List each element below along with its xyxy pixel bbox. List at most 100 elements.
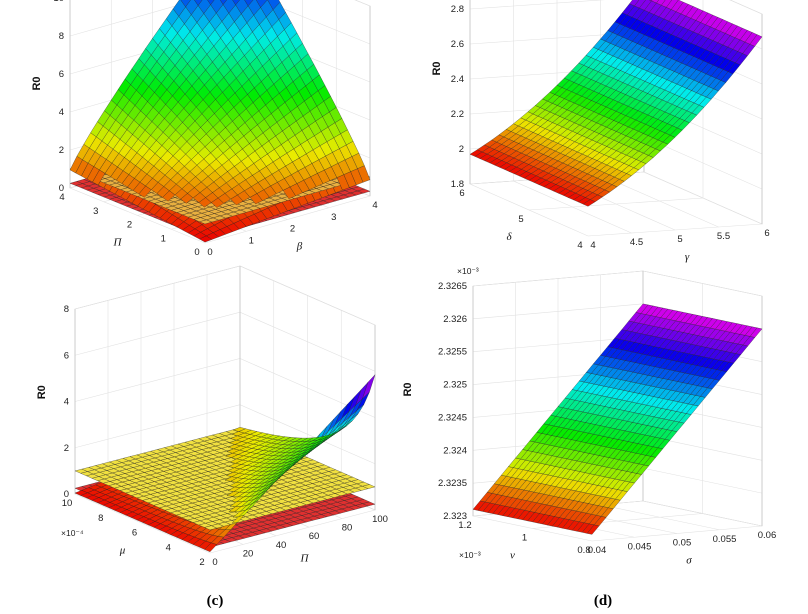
z-axis-label: R0 (36, 385, 48, 399)
x-axis-label: Π (300, 553, 310, 565)
x-tick-label: 0.045 (628, 541, 652, 552)
x-axis-label: β (296, 241, 303, 253)
chart-panel-b: 44.555.564561.822.22.42.62.83γδR0×10⁻³(b… (431, 0, 770, 300)
surface-cell (222, 0, 236, 14)
z-tick-label: 4 (59, 107, 64, 118)
panel-caption: (d) (594, 593, 612, 609)
x-tick-label: 0.04 (588, 545, 607, 556)
z-tick-label: 2 (64, 443, 69, 454)
surface-cell (651, 0, 659, 4)
y-tick-label: 6 (459, 188, 464, 199)
x-tick-label: 0 (212, 557, 217, 568)
surface-cell (197, 0, 211, 14)
z-multiplier: ×10⁻³ (457, 266, 479, 276)
z-axis-label: R0 (402, 382, 414, 396)
surface-cell (247, 0, 261, 16)
z-tick-label: 2.2 (451, 109, 464, 120)
surface-cell (670, 0, 684, 12)
z-tick-label: 6 (59, 69, 64, 80)
x-tick-label: 3 (331, 212, 336, 223)
y-tick-label: 4 (59, 192, 64, 203)
surface-cell (185, 0, 199, 15)
x-tick-label: 0.06 (758, 530, 777, 541)
z-tick-label: 1.8 (451, 179, 464, 190)
z-tick-label: 2.3245 (438, 412, 467, 423)
z-tick-label: 2.3265 (438, 281, 467, 292)
z-tick-label: 2 (59, 145, 64, 156)
y-tick-label: 1.2 (458, 520, 471, 531)
z-tick-label: 2.324 (443, 445, 467, 456)
surface-cell (635, 303, 649, 314)
x-tick-label: 60 (309, 531, 320, 542)
surface-cell (210, 0, 224, 14)
x-tick-label: 5.5 (717, 231, 730, 242)
x-tick-label: 4 (590, 240, 595, 251)
x-tick-label: 2 (290, 224, 295, 235)
surface-cell (634, 0, 646, 9)
surface-cell (220, 0, 227, 5)
surface-cell (649, 0, 653, 2)
y-tick-label: 0 (194, 247, 199, 258)
z-tick-label: 2 (459, 144, 464, 155)
y-tick-label: 4 (166, 542, 171, 553)
z-tick-label: 2.323 (443, 511, 467, 522)
y-tick-label: 5 (518, 214, 523, 225)
panel-caption: (c) (207, 593, 224, 609)
y-tick-label: 2 (199, 557, 204, 568)
surface-cell (656, 0, 666, 6)
x-tick-label: 4 (372, 200, 377, 211)
x-tick-label: 6 (764, 228, 769, 239)
surface-cell (256, 0, 268, 8)
y-multiplier: ×10⁻³ (459, 550, 481, 560)
z-tick-label: 2.3255 (438, 347, 467, 358)
x-tick-label: 0.05 (673, 538, 692, 549)
z-tick-label: 6 (64, 350, 69, 361)
y-tick-label: 1 (161, 233, 166, 244)
surface-cell (207, 0, 215, 5)
z-tick-label: 2.3235 (438, 478, 467, 489)
z-axis-label: R0 (431, 61, 443, 75)
x-tick-label: 100 (372, 514, 388, 525)
chart-panel-d: 0.04 0.045 0.05 0.055 0.060.811.22.3232.3235… (402, 266, 776, 609)
y-tick-label: 4 (577, 240, 582, 251)
surface-cell (639, 0, 652, 11)
z-tick-label: 4 (64, 397, 69, 408)
gridline (69, 0, 371, 45)
z-tick-label: 10 (53, 0, 64, 4)
y-multiplier: ×10⁻⁴ (61, 528, 84, 538)
z-tick-label: 0 (64, 489, 69, 500)
y-axis-label: μ (119, 545, 126, 557)
x-tick-label: 4.5 (630, 237, 643, 248)
z-tick-label: 8 (59, 31, 64, 42)
z-tick-label: 8 (64, 304, 69, 315)
y-tick-label: 8 (98, 513, 103, 524)
x-tick-label: 5 (677, 234, 682, 245)
surface-cell (666, 0, 679, 10)
surface-cell (267, 0, 281, 10)
x-tick-label: 20 (243, 548, 254, 559)
y-tick-label: 3 (93, 206, 98, 217)
z-tick-label: 2.4 (451, 74, 464, 85)
y-tick-label: 2 (127, 220, 132, 231)
z-tick-label: 2.326 (443, 314, 467, 325)
surface-cell (629, 0, 640, 7)
z-tick-label: 0 (59, 183, 64, 194)
z-tick-label: 2.8 (451, 4, 464, 15)
z-tick-label: 2.6 (451, 39, 464, 50)
x-axis-label: γ (685, 251, 690, 263)
chart-panel-a: 01234012340246810βΠR0(a) (31, 0, 378, 299)
y-axis-label: ν (510, 550, 515, 562)
y-tick-label: 6 (132, 528, 137, 539)
z-axis-label: R0 (31, 76, 43, 90)
y-tick-label: 1 (522, 533, 527, 544)
surface-cell (232, 427, 247, 432)
z-tick-label: 2.325 (443, 380, 467, 391)
y-tick-label: 0.8 (577, 545, 590, 556)
surface-cell (180, 0, 191, 8)
surface-cell (194, 0, 203, 6)
x-tick-label: 1 (249, 235, 254, 246)
x-tick-label: 40 (276, 540, 287, 551)
y-tick-label: 10 (62, 498, 73, 509)
